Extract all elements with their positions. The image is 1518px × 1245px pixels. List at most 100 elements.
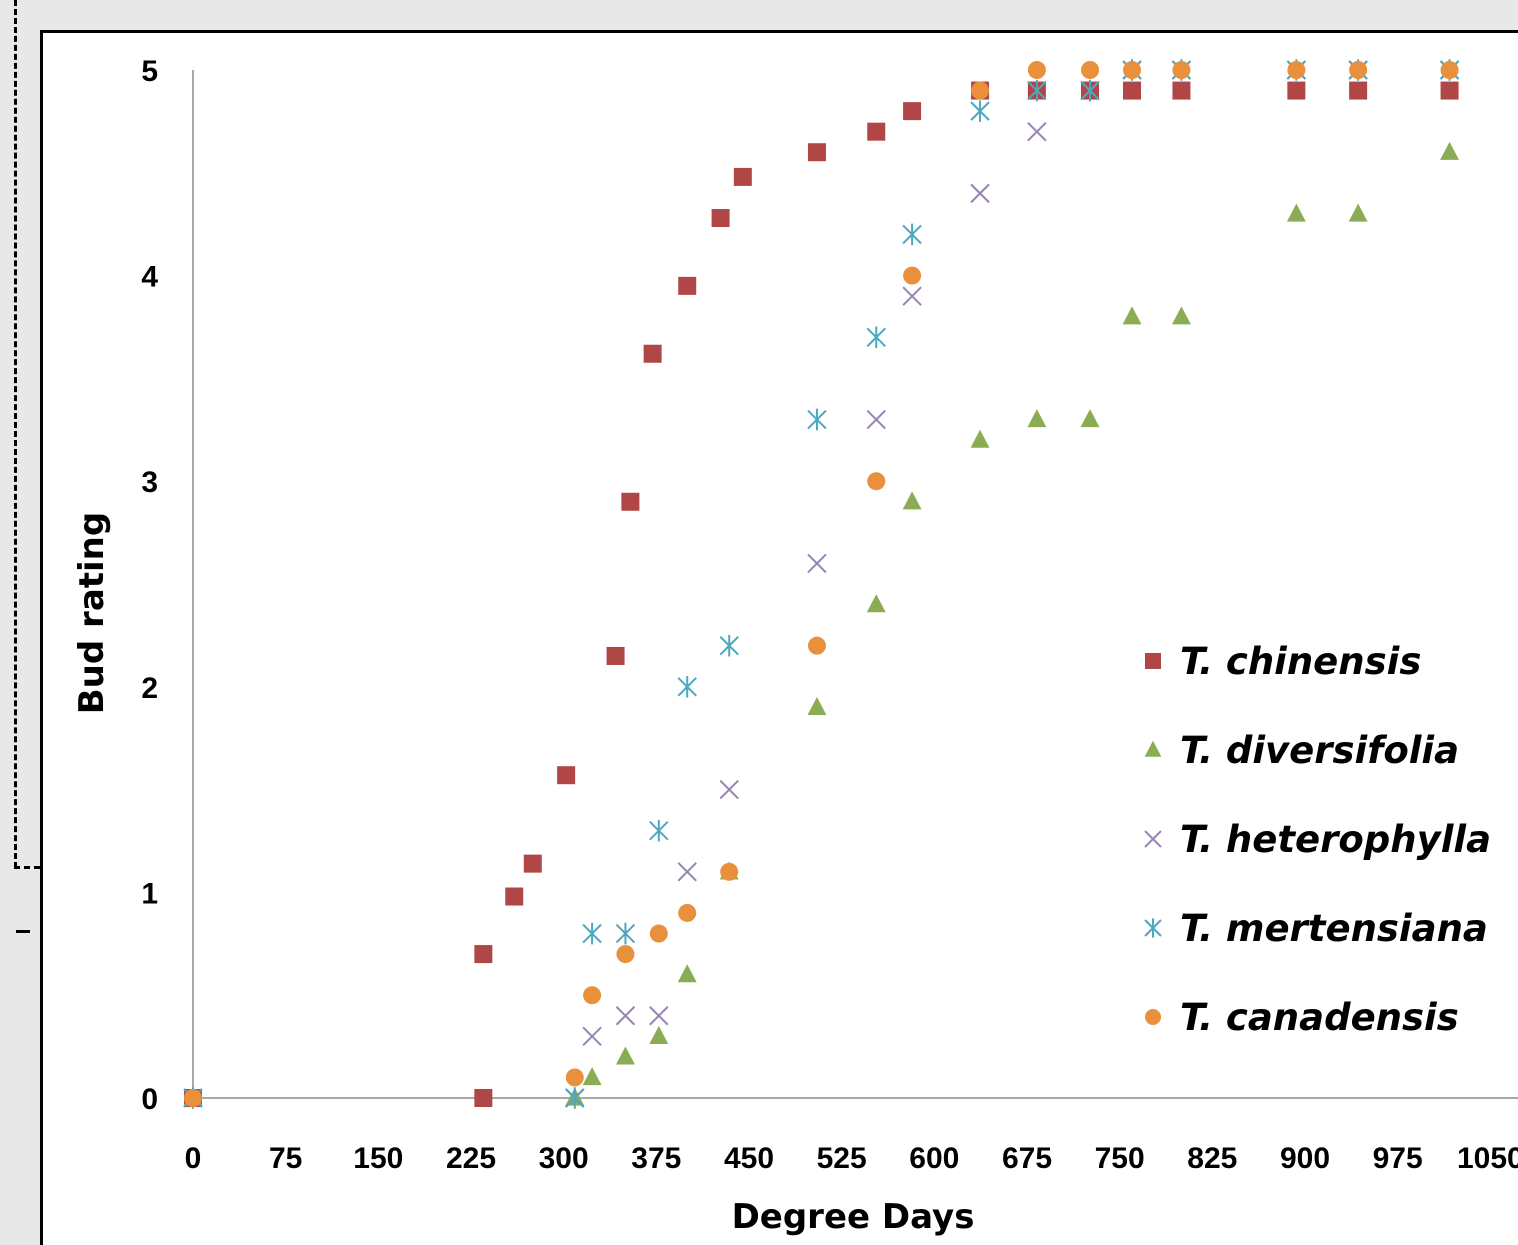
data-point [1123,81,1142,100]
series-t-canadensis [184,61,1459,1107]
x-tick-label: 375 [631,1142,681,1175]
data-point [615,922,636,945]
series-t-chinensis [184,81,1459,1107]
selection-dashed-border [14,0,17,868]
data-point [523,854,542,873]
data-point [1349,81,1368,100]
data-point [971,81,990,100]
chart-area[interactable]: 0 75 150 225 300 375 450 525 600 675 750 825 900 975 1… [40,30,1518,1245]
data-point [1081,61,1100,79]
data-point [582,922,602,945]
data-point [970,429,990,448]
x-tick-label: 525 [817,1142,867,1175]
data-point [649,819,669,842]
data-point [807,553,827,574]
data-point [582,1067,602,1086]
x-tick-label: 450 [724,1142,774,1175]
y-tick-label: 3 [141,466,158,499]
y-tick-label: 0 [141,1083,158,1116]
edge-tick-mark [16,930,30,933]
data-point [1027,409,1047,428]
x-tick-label: 150 [353,1142,403,1175]
data-point [1027,61,1046,79]
legend-label: T. mertensiana [1180,907,1488,950]
data-point [1172,81,1191,100]
data-point [1122,306,1142,325]
data-point [606,646,625,665]
data-point [867,472,886,491]
data-point [678,903,697,922]
data-point [643,344,662,363]
data-point [807,636,826,655]
data-point [1440,61,1459,79]
legend-marker [1145,1009,1161,1025]
series-t-diversifolia [183,141,1460,1106]
data-point [677,862,697,882]
legend-item: T. canadensis [1145,996,1459,1039]
data-point [1123,61,1142,79]
y-tick-label: 4 [141,261,158,294]
legend-label: T. heterophylla [1180,818,1491,861]
legend-item: T. chinensis [1145,640,1421,683]
legend-marker [1144,740,1162,757]
tick-labels: 0 75 150 225 300 375 450 525 600 675 750 825 900 975 1… [141,55,1518,1175]
data-point [711,209,730,228]
y-tick-label: 5 [141,55,158,88]
x-tick-label: 825 [1187,1142,1237,1175]
data-point [616,945,635,964]
x-tick-label: 675 [1002,1142,1052,1175]
legend-item: T. mertensiana [1144,907,1488,950]
data-point [1440,81,1459,100]
data-point [677,964,697,983]
data-point [583,986,602,1005]
data-point [615,1006,636,1026]
data-point [1172,61,1191,79]
data-point [902,286,922,306]
x-tick-label: 225 [446,1142,496,1175]
data-point [719,779,739,800]
data-point [867,122,886,141]
x-tick-label: 0 [185,1142,202,1175]
x-tick-label: 750 [1095,1142,1145,1175]
data-point [1287,81,1306,100]
data-points [183,59,1460,1109]
data-point [970,183,990,204]
legend-marker [1144,918,1162,938]
data-point [807,143,826,162]
data-point [733,167,752,186]
data-point [807,697,827,716]
data-point [903,102,922,121]
data-point [720,862,739,881]
data-point [649,924,668,943]
data-point [621,492,640,511]
selection-dashed-border-foot [14,866,40,869]
y-tick-label: 2 [141,672,158,705]
data-point [866,594,886,613]
data-point [866,326,886,349]
data-point [866,409,886,430]
series-t-heterophylla [183,60,1460,1108]
axes [192,70,1518,1099]
data-point [1080,409,1100,428]
data-point [1286,203,1306,222]
data-point [902,491,922,510]
data-point [184,1089,202,1107]
data-point [678,276,697,295]
legend-item: T. heterophylla [1144,818,1491,861]
x-tick-label: 1050 [1457,1142,1518,1175]
data-point [1080,79,1100,102]
data-point [1027,121,1047,142]
data-point [903,266,922,285]
data-point [615,1046,635,1065]
data-point [649,1006,669,1026]
data-point [719,634,739,657]
data-point [1349,61,1368,79]
legend: T. chinensis T. diversifolia T. heterophyl… [1144,640,1491,1039]
data-point [582,1026,602,1047]
data-point [505,887,524,906]
legend-item: T. diversifolia [1144,729,1459,772]
data-point [970,100,990,122]
x-tick-label: 75 [269,1142,302,1175]
data-point [1287,61,1306,79]
y-tick-label: 1 [141,877,158,910]
